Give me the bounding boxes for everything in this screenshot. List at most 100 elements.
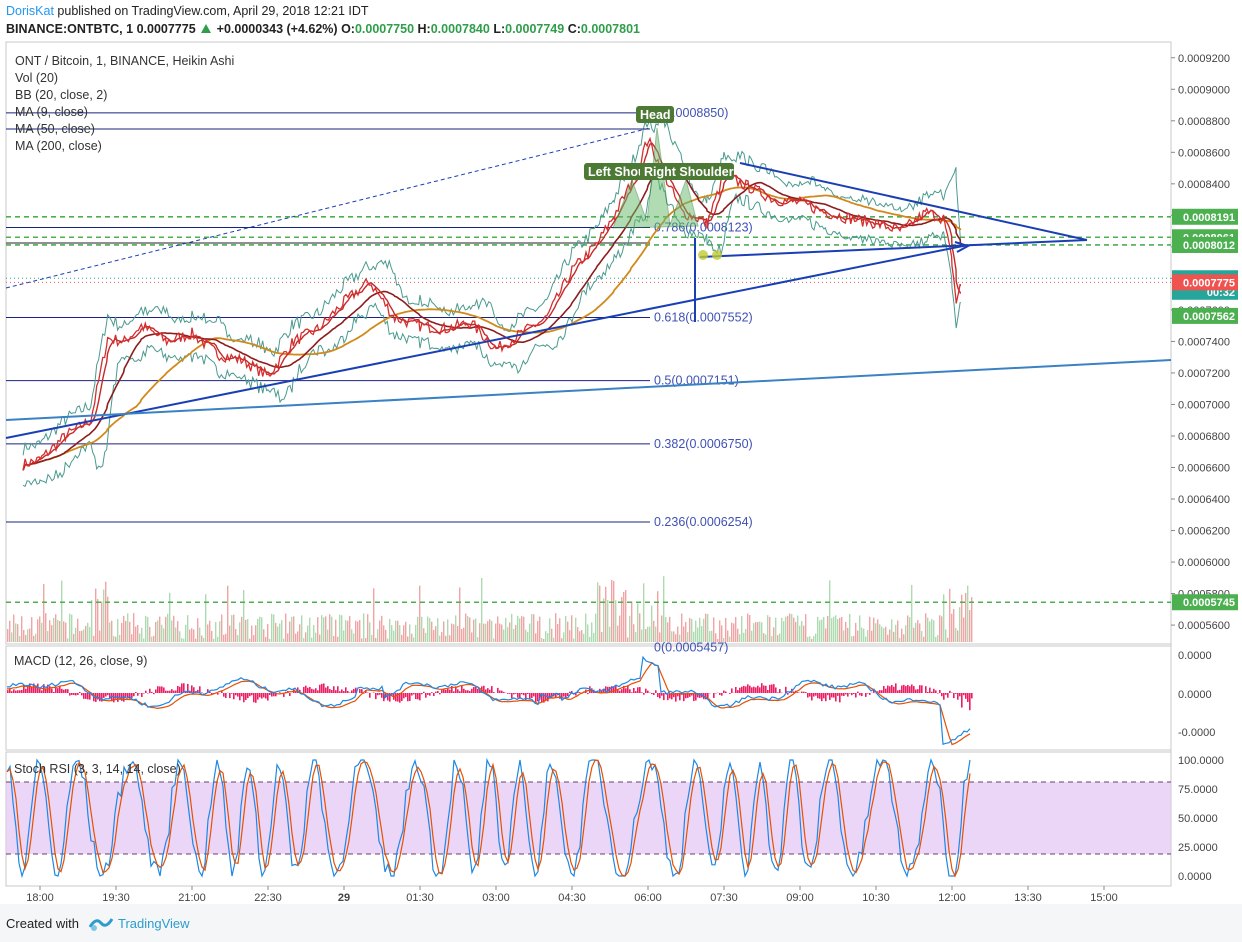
macd-histogram-bar [749,685,751,693]
macd-histogram-bar [151,691,153,693]
volume-bar [867,630,869,642]
price-tick-label: 0.0006400 [1178,494,1230,506]
macd-histogram-bar [315,688,317,693]
volume-bar [69,613,71,642]
tradingview-logo-icon[interactable] [88,914,114,932]
volume-bar [191,628,193,642]
volume-bar [401,634,403,642]
macd-histogram-bar [329,689,331,693]
volume-bar [749,615,751,642]
macd-histogram-bar [853,693,855,695]
macd-histogram-bar [147,693,149,694]
macd-histogram-bar [519,693,521,699]
volume-bar [567,621,569,642]
macd-histogram-bar [183,683,185,693]
macd-histogram-bar [971,693,973,699]
macd-histogram-bar [323,683,325,693]
legend-item-ma50[interactable]: MA (50, close) [15,122,95,136]
volume-bar [27,629,29,642]
close-label: C: [567,22,581,36]
macd-histogram-bar [721,693,723,696]
volume-bar [881,626,883,642]
volume-bar [789,613,791,642]
macd-histogram-bar [729,693,731,694]
volume-bar [723,638,725,642]
macd-histogram-bar [845,693,847,695]
macd-histogram-bar [499,690,501,693]
macd-histogram-bar [409,693,411,701]
macd-histogram-bar [655,690,657,693]
volume-bar [535,633,537,642]
macd-histogram-bar [673,693,675,698]
volume-bar [301,615,303,642]
bb-lower-band [22,170,961,488]
volume-bar [775,617,777,642]
volume-bar [879,624,881,642]
chart-canvas[interactable]: 1(0.0008850)0.786(0.0008123)0.618(0.0007… [0,0,1242,904]
macd-histogram-bar [869,693,871,695]
macd-histogram-bar [17,690,19,693]
volume-bar [573,638,575,642]
macd-histogram-bar [815,693,817,696]
macd-histogram-bar [689,693,691,697]
volume-bar [335,619,337,642]
volume-bar [855,622,857,642]
price-axis[interactable]: 0.0009200 0.0009000 0.0008800 0.0008600 0.00… [1171,53,1230,883]
dashed-projection-line [5,127,651,289]
macd-histogram-bar [739,687,741,693]
price-pane[interactable] [5,41,1172,645]
stoch-k-line [6,757,971,879]
volume-bar [343,630,345,642]
volume-bar [773,627,775,642]
macd-histogram-bar [197,689,199,693]
macd-histogram-bar [949,690,951,693]
last-price: 0.0007775 [136,22,196,36]
volume-bar [125,620,127,642]
macd-histogram-bar [697,693,699,698]
author-link[interactable]: DorisKat [6,4,54,18]
volume-bar [23,629,25,642]
macd-pane[interactable] [5,645,1172,751]
macd-histogram-bar [751,687,753,693]
macd-histogram-bar [787,693,789,695]
volume-bar [769,616,771,642]
macd-histogram-bar [723,690,725,693]
stoch-tick-label: 25.0000 [1178,842,1218,854]
macd-histogram-bar [295,690,297,693]
legend-item-vol[interactable]: Vol (20) [15,71,59,85]
macd-histogram-bar [143,693,145,694]
macd-histogram-bar [341,689,343,693]
macd-histogram-bar [919,685,921,693]
legend-item-bb[interactable]: BB (20, close, 2) [15,88,108,102]
volume-bar [687,632,689,642]
tradingview-brand-link[interactable]: TradingView [118,916,190,931]
time-axis[interactable]: 18:00 19:30 21:00 22:30 29 01:30 03:00 04:30 06:… [26,886,1118,904]
volume-bar [943,594,945,642]
volume-bar [231,615,233,642]
macd-histogram-bar [267,693,269,701]
volume-bar [489,619,491,642]
macd-histogram-bar [155,689,157,693]
legend-item-ma200[interactable]: MA (200, close) [15,139,102,153]
volume-bar [383,625,385,642]
macd-histogram-bar [27,686,29,693]
legend-title[interactable]: ONT / Bitcoin, 1, BINANCE, Heikin Ashi [15,54,235,68]
publish-text: published on TradingView.com, April 29, … [57,4,369,18]
macd-histogram-bar [103,693,105,698]
macd-histogram-bar [137,693,139,696]
stoch-tick-label: 50.0000 [1178,813,1218,825]
macd-histogram-bar [447,689,449,693]
legend-item-ma9[interactable]: MA (9, close) [15,105,88,119]
volume-bar [411,633,413,642]
price-tick-label: 0.0006200 [1178,526,1230,538]
macd-histogram-bar [407,693,409,702]
volume-bar [539,616,541,642]
macd-histogram-bar [565,693,567,699]
macd-histogram-bar [415,693,417,700]
volume-bar [631,601,633,642]
volume-bar [299,624,301,642]
volume-bar [833,616,835,642]
macd-histogram-bar [809,693,811,697]
trend-lines[interactable] [5,127,1172,439]
